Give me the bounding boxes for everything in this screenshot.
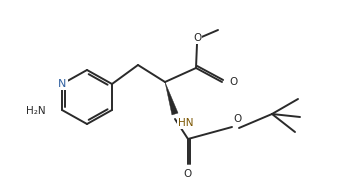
Text: H₂N: H₂N [26,106,46,116]
Text: O: O [184,169,192,179]
Text: O: O [229,77,237,87]
Text: N: N [58,79,66,89]
Text: O: O [193,33,201,43]
Text: O: O [233,114,241,124]
Text: HN: HN [178,118,193,128]
Polygon shape [165,82,178,115]
